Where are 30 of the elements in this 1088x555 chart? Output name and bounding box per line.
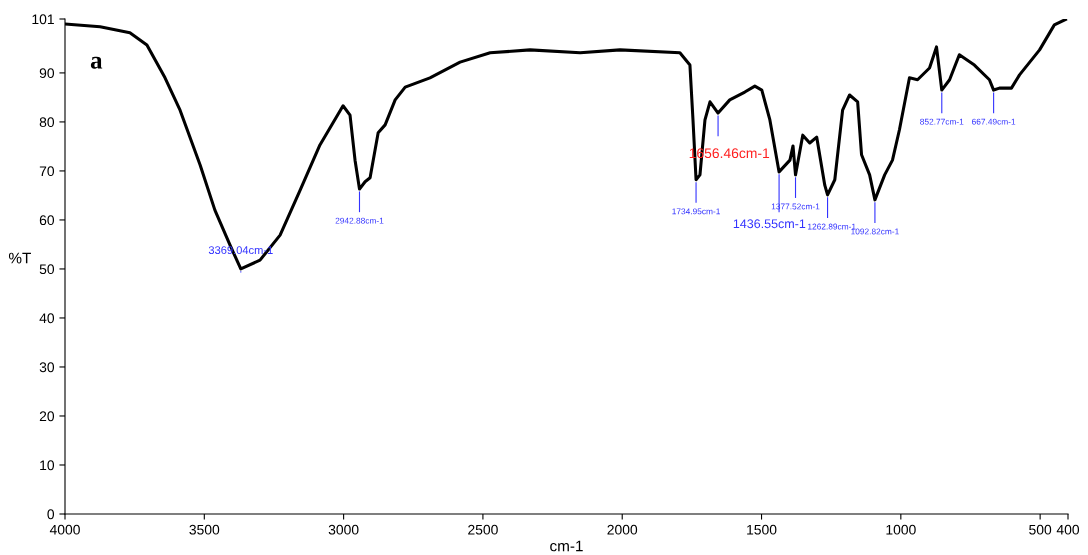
x-tick-label: 500 [1029, 524, 1052, 535]
x-tick-label: 1000 [886, 524, 916, 535]
y-tick-label: 10 [40, 460, 55, 471]
y-tick-label: 40 [39, 313, 55, 324]
y-axis-title: %T [8, 252, 31, 264]
y-tick-label: 80 [39, 117, 55, 128]
y-tick-label: 60 [39, 215, 55, 226]
y-tick-label: 70 [39, 166, 55, 177]
annotation: 1734.95cm-1 [672, 208, 720, 215]
annotation: 2942.88cm-1 [335, 217, 384, 224]
x-axis-title: cm-1 [550, 540, 583, 552]
y-tick-label: 50 [39, 264, 55, 275]
x-tick-label: 1500 [747, 524, 777, 535]
x-tick-label: 2500 [468, 524, 498, 535]
annotation: 852.77cm-1 [920, 118, 964, 125]
annotation: a [90, 56, 103, 69]
x-tick-label: 400 [1056, 524, 1080, 535]
y-tick-label: 20 [39, 411, 55, 422]
x-tick-label: 4000 [49, 524, 80, 535]
x-tick-label: 3500 [189, 524, 220, 535]
y-tick-label: 90 [39, 68, 55, 79]
annotation: 1262.89cm-1 [808, 223, 856, 230]
x-tick-label: 3000 [328, 524, 359, 535]
annotation: 1436.55cm-1 [733, 219, 806, 229]
y-tick-label: 101 [32, 14, 54, 25]
y-tick-label: 0 [47, 509, 55, 520]
y-tick-label: 30 [39, 362, 55, 373]
annotation: 1092.82cm-1 [851, 228, 899, 235]
annotation: 667.49cm-1 [972, 118, 1016, 125]
x-tick-label: 2000 [607, 524, 638, 535]
